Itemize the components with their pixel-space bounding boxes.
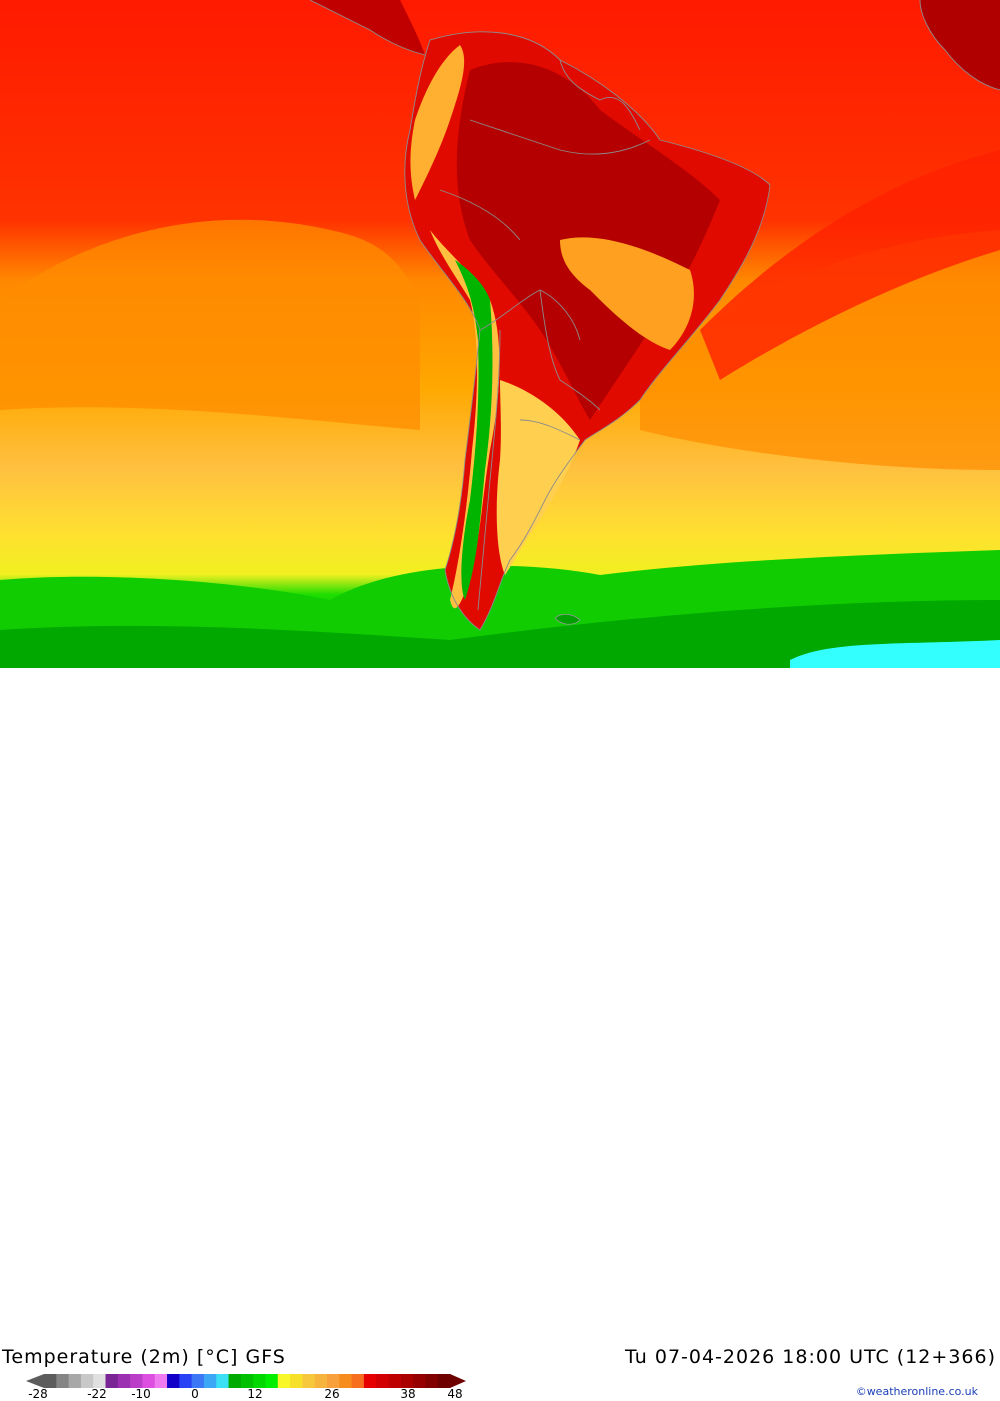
map-footer: Temperature (2m) [°C] GFS Tu 07-04-2026 … (0, 668, 1000, 1401)
colorbar-swatch (130, 1374, 143, 1388)
colorbar-tick-label: 0 (191, 1387, 199, 1401)
central-america-land (310, 0, 425, 55)
colorbar-swatch (240, 1374, 254, 1388)
temperature-map (0, 0, 1000, 668)
colorbar-swatch (142, 1374, 156, 1388)
credit-text: ©weatheronline.co.uk (855, 1385, 978, 1398)
colorbar-swatch (203, 1374, 217, 1388)
country-borders (309, 0, 1000, 631)
colorbar-swatch (105, 1374, 119, 1388)
colorbar-swatch (80, 1374, 94, 1388)
orange-pool-east (640, 230, 1000, 470)
colorbar-swatch (351, 1374, 365, 1388)
colorbar-swatch (191, 1374, 205, 1388)
colorbar-tick-label: 48 (447, 1387, 463, 1401)
andes-green (455, 260, 493, 600)
colorbar-swatch (117, 1374, 131, 1388)
red-tongue-east (700, 150, 1000, 380)
colorbar-swatch (93, 1374, 107, 1388)
colorbar-swatch (167, 1374, 180, 1388)
colorbar-swatch (228, 1374, 242, 1388)
colombia-coast (410, 45, 465, 200)
colorbar-swatch (265, 1374, 279, 1388)
colorbar-arrow-low (26, 1374, 44, 1388)
colorbar-swatch (376, 1374, 389, 1388)
colorbar-swatch (154, 1374, 168, 1388)
colorbar-swatch (216, 1374, 230, 1388)
map-timestamp: Tu 07-04-2026 18:00 UTC (12+366) (625, 1346, 996, 1368)
colorbar-tick-label: -10 (131, 1387, 151, 1401)
colorbar-swatch (388, 1374, 402, 1388)
temperature-colorbar (26, 1374, 466, 1388)
colorbar-swatch (68, 1374, 82, 1388)
map-title: Temperature (2m) [°C] GFS (2, 1346, 286, 1368)
colorbar-tick-label: 38 (400, 1387, 416, 1401)
orange-pool-west (0, 219, 420, 430)
colorbar-swatch (437, 1374, 451, 1388)
colorbar-swatch (400, 1374, 414, 1388)
falkland-islands (554, 614, 581, 625)
colorbar-swatch (277, 1374, 291, 1388)
colorbar-tick-label: -28 (28, 1387, 48, 1401)
colorbar-swatch (425, 1374, 439, 1388)
colorbar-swatch (326, 1374, 340, 1388)
colorbar-tick-label: 26 (324, 1387, 340, 1401)
warm-patch-brazil (560, 237, 694, 350)
colorbar-swatch (339, 1374, 353, 1388)
dark-green-band (0, 600, 1000, 668)
colorbar-swatch (290, 1374, 303, 1388)
colorbar-swatch (314, 1374, 328, 1388)
cyan-ice-patch (790, 640, 1000, 668)
colorbar-swatch (302, 1374, 316, 1388)
pampas-warm (496, 380, 580, 575)
colorbar-tick-label: -22 (87, 1387, 107, 1401)
colorbar-swatch (56, 1374, 70, 1388)
colorbar-swatch (363, 1374, 377, 1388)
colorbar-swatch (253, 1374, 266, 1388)
colorbar-swatch (179, 1374, 193, 1388)
colorbar-arrow-high (450, 1374, 466, 1388)
colorbar-tick-label: 12 (247, 1387, 263, 1401)
colorbar-swatch (413, 1374, 426, 1388)
colorbar-swatch (44, 1374, 57, 1388)
africa-land (920, 0, 1000, 90)
colorbar-ticks: -28 -22 -10 0 12 26 38 48 (0, 1387, 480, 1401)
